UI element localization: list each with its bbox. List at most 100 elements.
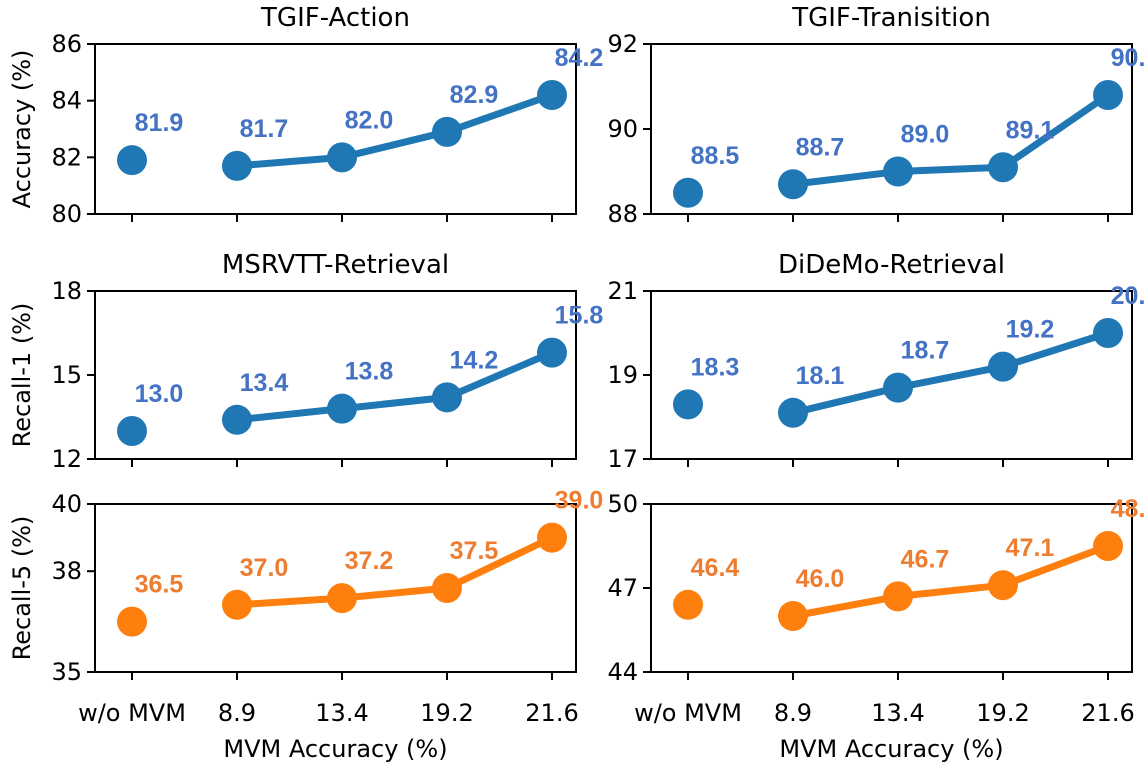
data-label: 36.5 — [135, 571, 184, 599]
data-point — [988, 152, 1018, 183]
data-label: 19.2 — [1006, 316, 1055, 344]
data-point — [222, 589, 252, 620]
y-tick-label: 15 — [51, 361, 82, 389]
data-point — [327, 393, 357, 424]
y-axis-label: Recall-5 (%) — [8, 516, 36, 661]
x-tick-label: 8.9 — [774, 699, 812, 727]
data-point — [117, 606, 147, 637]
data-point — [778, 601, 808, 631]
data-label: 88.5 — [691, 142, 740, 170]
data-point — [673, 177, 703, 208]
chart-panel-1: TGIF-Action 80 82 84 86 Accuracy (%) 81.9 81.7 8… — [8, 3, 603, 228]
y-axis-label: Recall-1 (%) — [8, 303, 36, 448]
data-point — [1093, 318, 1123, 348]
data-point — [327, 583, 357, 614]
series-line — [233, 349, 556, 424]
x-tick-label: 21.6 — [525, 699, 578, 727]
series-line — [233, 534, 556, 609]
chart-panel-6: 44 47 50 w/o MVM 8.9 13.4 19.2 21.6 MVM Accuracy… — [607, 490, 1146, 763]
data-label: 18.3 — [691, 353, 740, 381]
data-point — [537, 337, 567, 368]
plot-frame — [94, 43, 577, 215]
panel-title: TGIF-Tranisition — [791, 3, 991, 33]
data-label: 81.7 — [240, 115, 289, 143]
y-tick-label: 47 — [607, 574, 638, 602]
data-label: 39.0 — [555, 487, 604, 515]
data-label: 18.7 — [901, 337, 950, 365]
data-point — [988, 570, 1018, 601]
y-tick-label: 80 — [51, 200, 82, 228]
data-label: 47.1 — [1006, 534, 1055, 562]
data-label: 48.5 — [1111, 495, 1146, 523]
data-point — [1093, 80, 1123, 110]
x-tick-label: 19.2 — [420, 699, 473, 727]
data-point — [883, 372, 913, 403]
y-tick-label: 90 — [607, 115, 638, 143]
data-label: 46.7 — [901, 545, 950, 573]
data-point — [1093, 531, 1123, 561]
data-point — [537, 522, 567, 553]
data-point — [778, 397, 808, 428]
y-tick-label: 18 — [51, 277, 82, 305]
data-label: 14.2 — [450, 346, 499, 374]
data-point — [432, 382, 462, 413]
y-tick-label: 40 — [51, 490, 82, 518]
y-tick-label: 44 — [607, 658, 638, 686]
data-label: 89.0 — [901, 121, 950, 149]
y-tick-label: 50 — [607, 490, 638, 518]
panel-title: MSRVTT-Retrieval — [222, 250, 449, 280]
y-tick-label: 88 — [607, 200, 638, 228]
series-line — [789, 329, 1112, 417]
y-tick-label: 92 — [607, 30, 638, 58]
data-point — [222, 150, 252, 181]
data-point — [883, 581, 913, 612]
x-tick-label: w/o MVM — [634, 699, 742, 727]
x-tick-label: w/o MVM — [78, 699, 186, 727]
plot-frame — [94, 503, 577, 673]
x-tick-label: 21.6 — [1081, 699, 1134, 727]
y-tick-label: 84 — [51, 87, 82, 115]
y-tick-label: 35 — [51, 658, 82, 686]
data-point — [883, 156, 913, 187]
y-tick-label: 82 — [51, 143, 82, 171]
y-tick-label: 38 — [51, 557, 82, 585]
data-point — [117, 416, 147, 446]
data-label: 37.5 — [450, 537, 499, 565]
data-point — [778, 169, 808, 200]
x-axis-label: MVM Accuracy (%) — [779, 735, 1003, 763]
x-tick-label: 13.4 — [315, 699, 368, 727]
panel-title: DiDeMo-Retrieval — [778, 250, 1005, 280]
data-label: 84.2 — [555, 44, 604, 72]
data-label: 46.4 — [691, 554, 740, 582]
panel-title: TGIF-Action — [260, 3, 410, 33]
x-tick-label: 8.9 — [218, 699, 256, 727]
data-point — [673, 589, 703, 620]
x-axis-label: MVM Accuracy (%) — [223, 735, 447, 763]
y-tick-label: 19 — [607, 361, 638, 389]
y-tick-label: 21 — [607, 277, 638, 305]
data-label: 37.2 — [345, 547, 394, 575]
data-point — [432, 573, 462, 603]
data-label: 89.1 — [1006, 116, 1055, 144]
data-label: 13.8 — [345, 358, 394, 386]
data-label: 13.4 — [240, 369, 289, 397]
y-tick-label: 86 — [51, 30, 82, 58]
data-label: 15.8 — [555, 302, 604, 330]
y-axis-label: Accuracy (%) — [8, 50, 36, 209]
chart-panel-4: DiDeMo-Retrieval 17 19 21 18.3 18.1 18.7 19.2 20… — [607, 250, 1146, 473]
chart-panel-3: MSRVTT-Retrieval 12 15 18 Recall-1 (%) 13.0 13… — [8, 250, 603, 473]
data-point — [222, 404, 252, 435]
y-tick-label: 12 — [51, 445, 82, 473]
chart-panel-5: 35 38 40 Recall-5 (%) w/o MVM 8.9 13.4 19.2 21.6… — [8, 487, 603, 763]
data-label: 88.7 — [796, 133, 845, 161]
data-label: 81.9 — [135, 109, 184, 137]
data-point — [117, 145, 147, 176]
data-point — [988, 351, 1018, 382]
series-line — [789, 91, 1112, 188]
data-label: 82.0 — [345, 106, 394, 134]
series-line — [233, 91, 556, 170]
series-line — [789, 542, 1112, 620]
data-point — [432, 116, 462, 147]
data-label: 46.0 — [796, 565, 845, 593]
